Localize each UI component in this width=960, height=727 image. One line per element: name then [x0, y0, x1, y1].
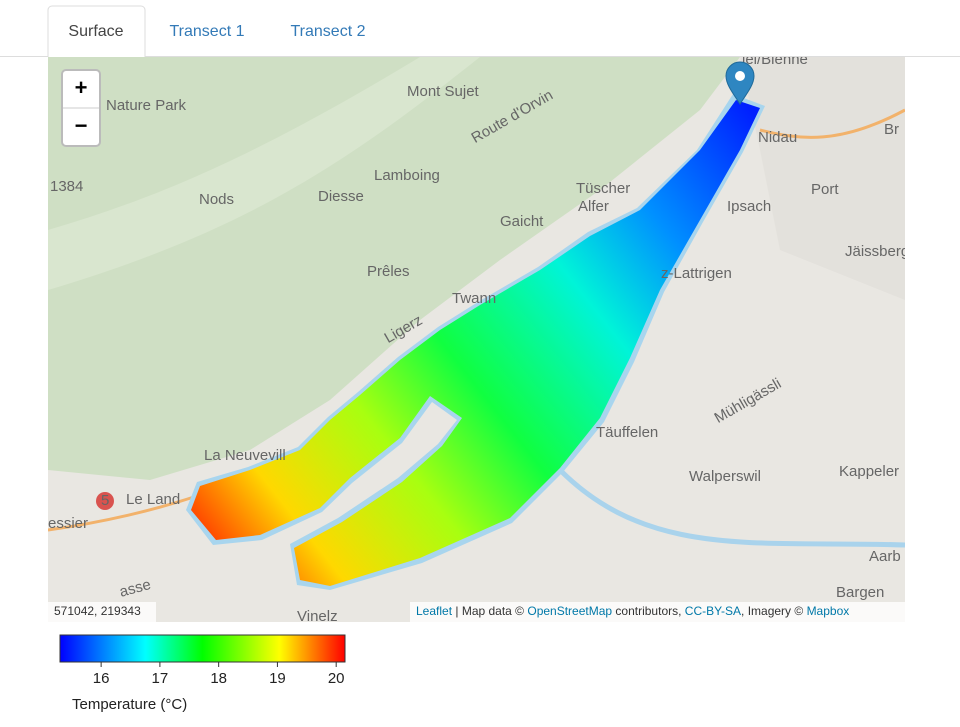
town [740, 57, 905, 300]
tick-label: 17 [152, 670, 169, 687]
place-label: Bargen [836, 584, 884, 601]
place-label: Nature Park [106, 97, 187, 114]
tick-label: 18 [210, 670, 227, 687]
attribution-text: | Map data © [452, 604, 527, 618]
road [759, 108, 905, 139]
place-label: Twann [452, 290, 496, 307]
place-label: Lamboing [374, 167, 440, 184]
place-label: Br [884, 121, 899, 138]
place-label: La Neuvevill [204, 447, 286, 464]
place-label: Port [811, 181, 839, 198]
place-label: Nods [199, 191, 234, 208]
marker-dot [735, 71, 745, 81]
attribution-text: contributors, [612, 604, 685, 618]
place-label: iel/Bienne [742, 51, 808, 68]
zoom-in[interactable]: + [75, 75, 88, 100]
forest [48, 57, 740, 480]
route-shield [96, 492, 114, 510]
place-label: Prêles [367, 263, 410, 280]
tick-label: 19 [269, 670, 286, 687]
place-label: Tüscher [576, 180, 630, 197]
place-label: Walperswil [689, 468, 761, 485]
place-label: Aarb [869, 548, 901, 565]
coordinates: 571042, 219343 [54, 604, 141, 618]
place-label: z-Lattrigen [661, 265, 732, 282]
place-label: Jäissberg [845, 243, 909, 260]
colorbar [59, 634, 346, 663]
attribution: Leaflet | Map data © OpenStreetMap contr… [416, 604, 849, 618]
attribution-link[interactable]: OpenStreetMap [527, 604, 612, 618]
place-label: 1384 [50, 178, 83, 195]
zoom-out[interactable]: − [75, 113, 88, 138]
place-label: Nidau [758, 129, 797, 146]
tick-label: 20 [328, 670, 345, 687]
place-label: Kappeler [839, 463, 899, 480]
attribution-link[interactable]: Leaflet [416, 604, 453, 618]
forest [48, 57, 480, 290]
place-label: Ipsach [727, 198, 771, 215]
legend-title: Temperature (°C) [72, 696, 187, 713]
attribution-box [410, 602, 905, 622]
location-marker[interactable] [725, 61, 755, 105]
road [48, 493, 201, 532]
place-label: Vinelz [297, 608, 338, 625]
tab[interactable]: Transect 1 [170, 23, 245, 40]
coordinates-box [48, 602, 156, 622]
tick-label: 16 [93, 670, 110, 687]
attribution-link[interactable]: CC-BY-SA [685, 604, 741, 618]
tab[interactable]: Surface [68, 23, 123, 40]
place-label: essier [48, 515, 88, 532]
active-tab[interactable] [47, 5, 146, 57]
place-label: Täuffelen [596, 424, 658, 441]
attribution-link[interactable]: Mapbox [807, 604, 850, 618]
place-label: Diesse [318, 188, 364, 205]
canal [558, 468, 905, 548]
place-label: Gaicht [500, 213, 544, 230]
place-label: Le Land [126, 491, 180, 508]
place-label: Alfer [578, 198, 609, 215]
attribution-text: , Imagery © [741, 604, 807, 618]
tab[interactable]: Transect 2 [291, 23, 366, 40]
place-label: 5 [101, 492, 109, 509]
place-label: Mont Sujet [407, 83, 480, 100]
temperature-field [191, 100, 760, 586]
